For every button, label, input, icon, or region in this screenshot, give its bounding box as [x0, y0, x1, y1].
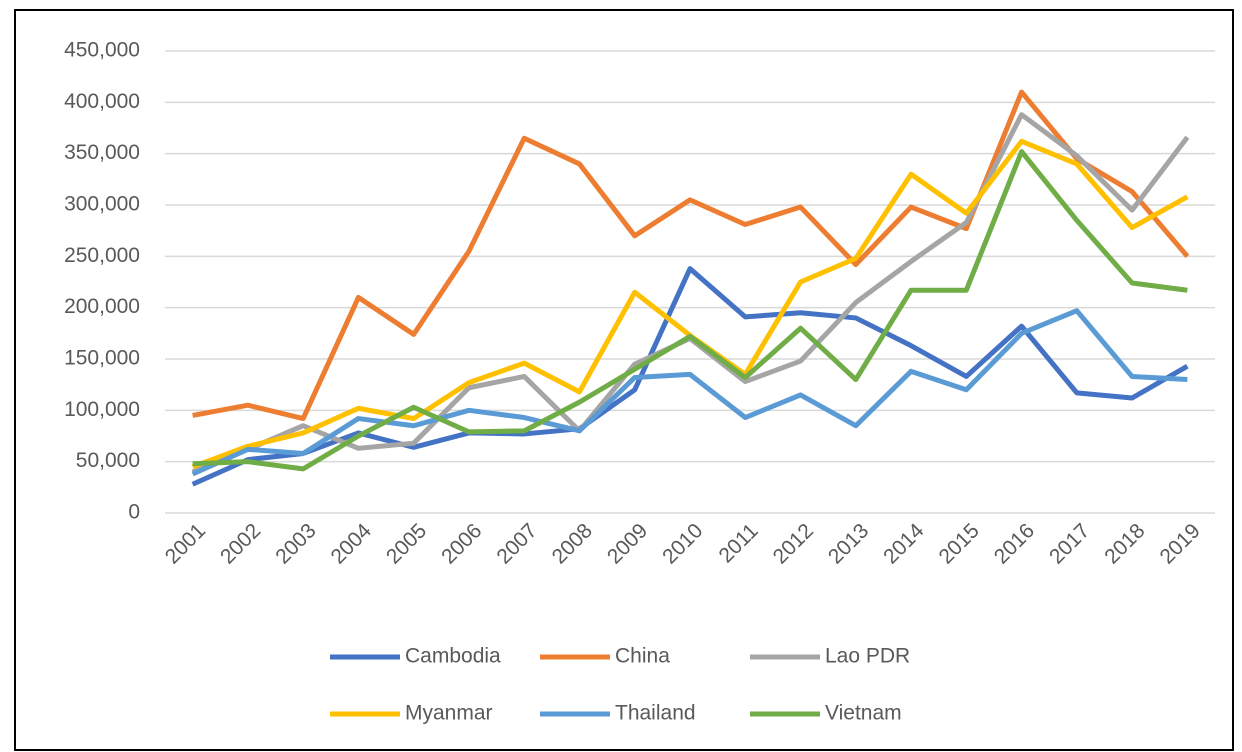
x-tick-label: 2008 — [548, 519, 597, 568]
x-tick-label: 2013 — [824, 519, 873, 568]
x-tick-label: 2019 — [1156, 519, 1205, 568]
series-line — [192, 149, 1188, 472]
legend-label: China — [615, 645, 670, 668]
legend-label: Lao PDR — [825, 645, 910, 668]
y-tick-label: 300,000 — [64, 193, 140, 216]
series-line — [191, 266, 1189, 487]
y-tick-label: 250,000 — [64, 244, 140, 267]
x-tick-label: 2014 — [879, 519, 929, 569]
x-tick-label: 2018 — [1100, 519, 1149, 568]
x-tick-label: 2007 — [492, 519, 541, 568]
y-tick-label: 450,000 — [64, 39, 140, 62]
x-tick-label: 2006 — [437, 519, 486, 568]
x-tick-label: 2011 — [715, 519, 763, 567]
series-line — [192, 89, 1190, 422]
y-tick-label: 50,000 — [76, 449, 140, 472]
x-tick-label: 2010 — [658, 519, 707, 568]
x-tick-label: 2005 — [382, 519, 431, 568]
legend-label: Vietnam — [825, 702, 902, 725]
x-tick-label: 2012 — [769, 519, 818, 568]
y-tick-label: 150,000 — [64, 347, 140, 370]
x-tick-label: 2009 — [603, 519, 652, 568]
series-line — [191, 308, 1188, 477]
x-tick-label: 2002 — [216, 519, 265, 568]
series-line — [191, 138, 1189, 470]
legend-label: Thailand — [615, 702, 696, 725]
y-tick-label: 350,000 — [64, 141, 140, 164]
x-tick-label: 2001 — [161, 519, 210, 568]
legend-label: Cambodia — [405, 645, 501, 668]
y-tick-label: 200,000 — [64, 295, 140, 318]
y-tick-label: 100,000 — [64, 398, 140, 421]
x-tick-label: 2015 — [934, 519, 983, 568]
x-tick-label: 2017 — [1045, 519, 1094, 568]
x-tick-label: 2004 — [327, 519, 377, 569]
y-tick-label: 400,000 — [64, 90, 140, 113]
chart-frame — [14, 9, 1234, 751]
x-tick-label: 2003 — [271, 519, 320, 568]
y-tick-label: 0 — [128, 501, 140, 524]
legend-label: Myanmar — [405, 702, 493, 725]
x-tick-label: 2016 — [990, 519, 1039, 568]
